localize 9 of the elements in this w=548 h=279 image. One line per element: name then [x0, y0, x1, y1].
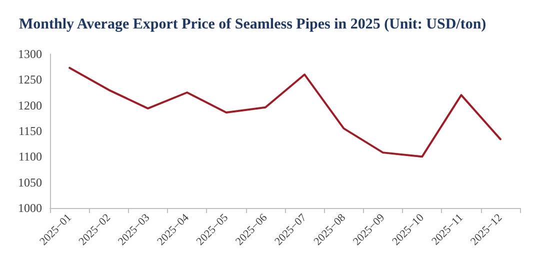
- y-tick-label: 1150: [18, 124, 42, 138]
- y-tick-label: 1050: [18, 175, 42, 190]
- y-tick-label: 1200: [18, 98, 42, 112]
- y-tick-label: 1000: [18, 201, 42, 215]
- chart-title: Monthly Average Export Price of Seamless Pipes in 2025 (Unit: USD/ton): [19, 16, 486, 32]
- y-tick-label: 1300: [18, 47, 42, 61]
- line-series: [68, 66, 502, 158]
- y-tick-label: 1100: [18, 150, 42, 164]
- y-tick-label: 1250: [18, 72, 42, 87]
